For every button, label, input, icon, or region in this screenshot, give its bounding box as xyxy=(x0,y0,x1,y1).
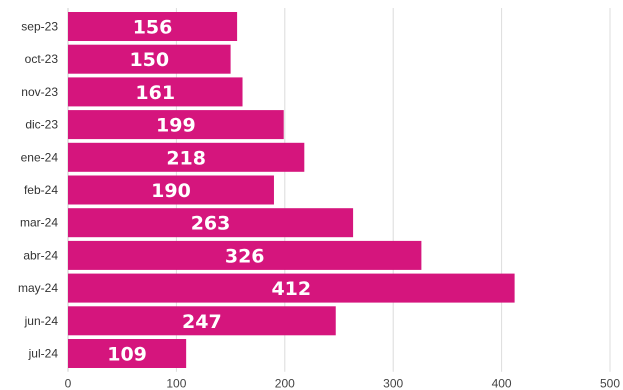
x-tick-label: 300 xyxy=(383,377,403,390)
bar-value-label: 109 xyxy=(107,344,147,366)
bar-value-label: 412 xyxy=(271,278,311,300)
bar-value-label: 156 xyxy=(133,17,173,39)
bar-oct-23 xyxy=(68,44,231,74)
bar-may-24 xyxy=(68,273,515,303)
bar-value-label: 263 xyxy=(191,213,231,235)
category-label: may-24 xyxy=(18,281,58,295)
category-label: dic-23 xyxy=(25,118,58,132)
category-label: feb-24 xyxy=(24,183,58,197)
bar-value-label: 199 xyxy=(156,115,196,137)
category-labels: sep-23 oct-23 nov-23 dic-23 ene-24 feb-24 mar-… xyxy=(18,20,58,361)
bar-sep-23 xyxy=(68,12,238,41)
category-label: jul-24 xyxy=(28,347,59,361)
category-label: nov-23 xyxy=(21,85,58,99)
category-label: abr-24 xyxy=(23,248,58,262)
category-label: jun-24 xyxy=(24,314,59,328)
bar-value-label: 326 xyxy=(225,245,265,267)
bar-value-label: 190 xyxy=(151,180,191,202)
bar-nov-23 xyxy=(68,77,243,107)
category-label: sep-23 xyxy=(21,20,58,34)
x-tick-label: 0 xyxy=(65,377,72,390)
bar-value-label: 218 xyxy=(166,147,206,169)
bar-dic-23 xyxy=(68,110,284,140)
bar-value-label: 150 xyxy=(129,49,169,71)
bar-value-label: 161 xyxy=(135,82,175,104)
bar-feb-24 xyxy=(68,175,274,205)
bar-abr-24 xyxy=(68,240,422,270)
bar-mar-24 xyxy=(68,208,354,238)
axis-tick-labels: 0 100 200 300 400 500 xyxy=(65,377,621,390)
x-tick-label: 200 xyxy=(275,377,295,390)
bar-jun-24 xyxy=(68,306,336,336)
category-label: ene-24 xyxy=(21,150,59,164)
bar-jul-24 xyxy=(68,339,187,368)
category-label: oct-23 xyxy=(25,52,59,66)
x-tick-label: 400 xyxy=(492,377,512,390)
bar-value-label: 247 xyxy=(182,311,222,333)
bar-ene-24 xyxy=(68,142,305,172)
x-tick-label: 500 xyxy=(600,377,620,390)
x-tick-label: 100 xyxy=(166,377,186,390)
category-label: mar-24 xyxy=(20,216,58,230)
